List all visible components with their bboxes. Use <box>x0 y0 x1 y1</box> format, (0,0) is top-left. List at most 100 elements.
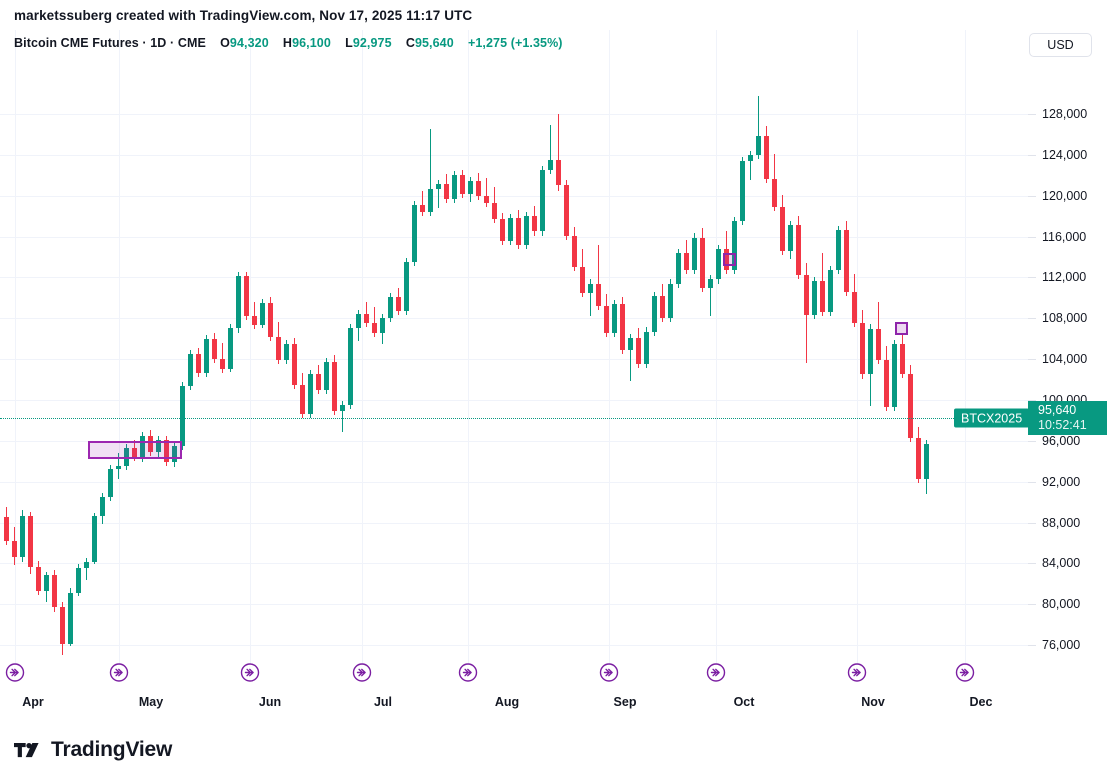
candle-body <box>196 353 201 374</box>
chart-annotation-marker-1[interactable] <box>723 253 736 266</box>
earnings-event-icon[interactable] <box>109 663 129 682</box>
candle-body <box>780 206 785 251</box>
candle-wick <box>342 400 343 432</box>
chart-plot-area[interactable]: BTCX2025 <box>0 30 1028 678</box>
candle-body <box>548 159 553 171</box>
earnings-event-icon[interactable] <box>847 663 867 682</box>
price-axis-label: 124,000 <box>1042 148 1088 162</box>
legend-sep-2: · <box>170 36 175 50</box>
legend-close-value: 95,640 <box>414 36 454 50</box>
candle-body <box>836 230 841 271</box>
candle-body <box>532 216 537 232</box>
price-tick <box>1028 645 1036 646</box>
candle-body <box>620 303 625 350</box>
price-tick <box>1028 114 1036 115</box>
horizontal-gridline <box>0 645 1028 646</box>
tradingview-wordmark: TradingView <box>51 738 173 761</box>
candle-body <box>772 179 777 207</box>
earnings-event-icon[interactable] <box>240 663 260 682</box>
earnings-event-icon[interactable] <box>5 663 25 682</box>
price-axis-label: 112,000 <box>1042 270 1087 284</box>
candle-body <box>444 184 449 199</box>
horizontal-gridline <box>0 114 1028 115</box>
candle-body <box>212 338 217 360</box>
candle-body <box>724 248 729 271</box>
candle-body <box>892 343 897 408</box>
candle-body <box>116 466 121 470</box>
price-tick <box>1028 441 1036 442</box>
legend-exchange: CME <box>177 36 206 50</box>
current-price-tag[interactable]: 95,640 10:52:41 <box>1028 401 1107 435</box>
vertical-gridline <box>250 30 251 678</box>
earnings-event-icon[interactable] <box>706 663 726 682</box>
price-tick <box>1028 604 1036 605</box>
tradingview-mark-icon <box>14 742 39 757</box>
candle-body <box>156 439 161 453</box>
candle-body <box>676 252 681 284</box>
candle-body <box>684 252 689 271</box>
series-name-tag[interactable]: BTCX2025 <box>954 408 1028 428</box>
candle-body <box>340 405 345 412</box>
horizontal-gridline <box>0 523 1028 524</box>
candle-body <box>796 225 801 276</box>
earnings-event-icon[interactable] <box>955 663 975 682</box>
price-tick <box>1028 482 1036 483</box>
candle-body <box>508 218 513 241</box>
candle-body <box>484 195 489 203</box>
candle-body <box>692 237 697 271</box>
price-scale[interactable]: 128,000 124,000 120,000 116,000 112,000 108,0… <box>1028 30 1107 678</box>
horizontal-gridline <box>0 196 1028 197</box>
legend-interval: 1D <box>150 36 167 50</box>
candle-body <box>236 276 241 329</box>
legend-sep-1: · <box>142 36 147 50</box>
candle-body <box>372 323 377 333</box>
candle-body <box>476 181 481 196</box>
time-axis[interactable]: Apr May Jun Jul Aug Sep Oct Nov Dec <box>0 663 1107 723</box>
vertical-gridline <box>857 30 858 678</box>
candle-body <box>292 343 297 385</box>
candle-body <box>148 435 153 453</box>
candle-wick <box>118 453 119 479</box>
candle-body <box>844 230 849 292</box>
currency-button[interactable]: USD <box>1029 33 1092 57</box>
price-tick <box>1028 318 1036 319</box>
tradingview-logo: TradingView <box>14 738 172 762</box>
candle-body <box>628 337 633 350</box>
candle-body <box>108 469 113 497</box>
candle-body <box>332 362 337 412</box>
current-price-time: 10:52:41 <box>1038 418 1087 432</box>
earnings-event-icon[interactable] <box>458 663 478 682</box>
chart-annotation-marker-2[interactable] <box>895 322 908 335</box>
candle-wick <box>422 190 423 217</box>
price-axis-label: 116,000 <box>1042 230 1087 244</box>
horizontal-gridline <box>0 563 1028 564</box>
price-axis-label: 92,000 <box>1042 475 1081 489</box>
legend-open-value: 94,320 <box>229 36 269 50</box>
earnings-event-icon[interactable] <box>352 663 372 682</box>
candle-wick <box>222 342 223 374</box>
candle-body <box>428 188 433 213</box>
candle-body <box>60 607 65 644</box>
legend-symbol: Bitcoin CME Futures <box>14 36 139 50</box>
horizontal-gridline <box>0 441 1028 442</box>
candle-body <box>76 568 81 593</box>
candle-body <box>596 283 601 306</box>
candle-body <box>324 362 329 390</box>
candle-body <box>756 136 761 155</box>
candle-wick <box>374 307 375 337</box>
candle-body <box>588 283 593 293</box>
candle-body <box>4 517 9 541</box>
candle-body <box>740 160 745 222</box>
candle-body <box>652 295 657 332</box>
candle-body <box>52 574 57 608</box>
chart-annotation-accumulation-zone[interactable] <box>88 441 182 459</box>
earnings-event-icon[interactable] <box>599 663 619 682</box>
candle-wick <box>430 129 431 217</box>
price-tick <box>1028 277 1036 278</box>
legend-low-key: L <box>345 36 353 50</box>
candle-body <box>884 360 889 408</box>
candle-body <box>708 279 713 288</box>
candle-body <box>868 329 873 375</box>
price-tick <box>1028 563 1036 564</box>
candle-body <box>468 181 473 194</box>
